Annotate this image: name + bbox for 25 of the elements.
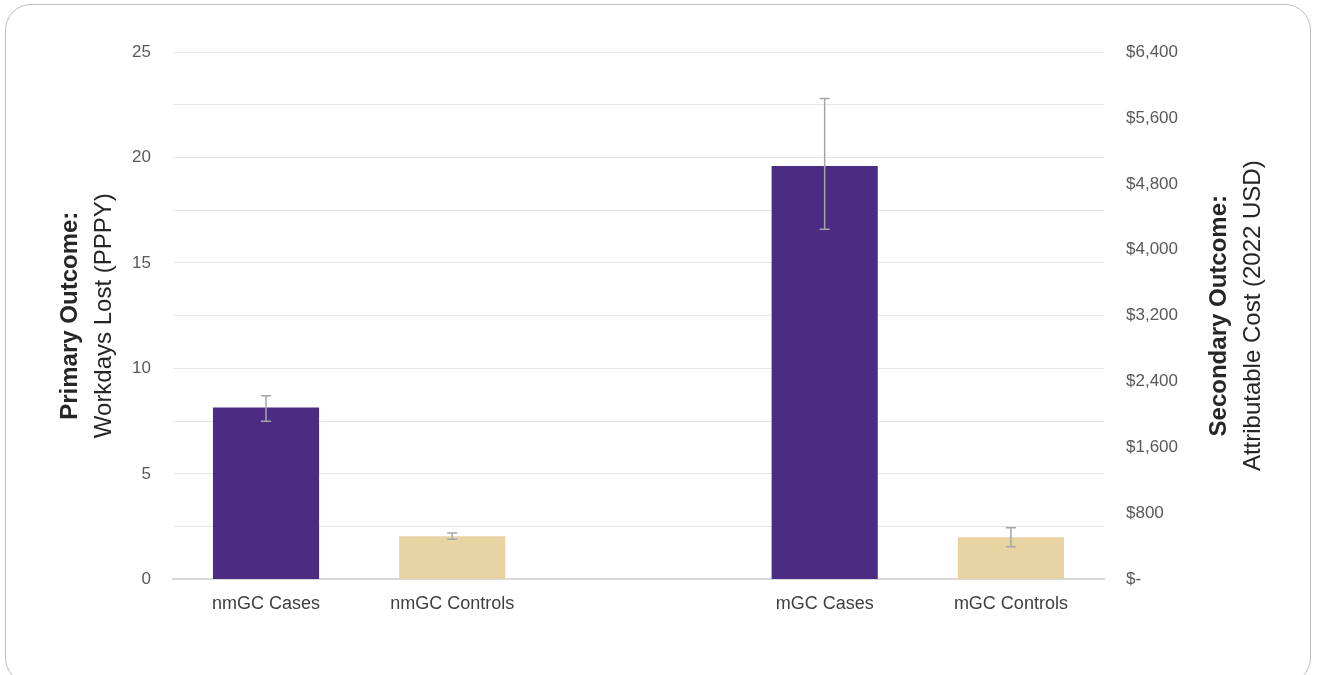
y-tick-label: 10 <box>131 358 151 378</box>
y2-tick-label: $3,200 <box>1126 305 1178 325</box>
x-tick-label: nmGC Controls <box>390 593 515 614</box>
y-tick-label: 5 <box>141 463 151 483</box>
y-tick-label: 15 <box>131 252 151 272</box>
y2-tick-label: $5,600 <box>1126 107 1178 127</box>
y2-tick-label: $6,400 <box>1126 41 1178 61</box>
x-tick-label: nmGC Cases <box>212 593 321 614</box>
x-tick-label: mGC Controls <box>953 593 1068 614</box>
bar <box>957 537 1064 579</box>
y2-tick-label: $1,600 <box>1126 437 1178 457</box>
bar <box>399 536 506 579</box>
y2-tick-label: $4,800 <box>1126 173 1178 193</box>
bar <box>212 407 320 579</box>
y2-tick-label: $4,000 <box>1126 239 1178 259</box>
y2-tick-label: $2,400 <box>1126 371 1178 391</box>
x-tick-label: mGC Cases <box>775 593 874 614</box>
y2-tick-label: $800 <box>1126 503 1164 523</box>
y2-axis-title: Secondary Outcome: Attributable Cost (2022 USD) <box>1203 160 1265 472</box>
y-axis-title: Primary Outcome: Workdays Lost (PPPY) <box>54 193 116 439</box>
y-tick-label: 20 <box>131 147 151 167</box>
y2-tick-label: $- <box>1126 569 1142 589</box>
y-tick-label: 25 <box>131 41 151 61</box>
bar <box>771 165 878 579</box>
y-tick-label: 0 <box>141 569 151 589</box>
